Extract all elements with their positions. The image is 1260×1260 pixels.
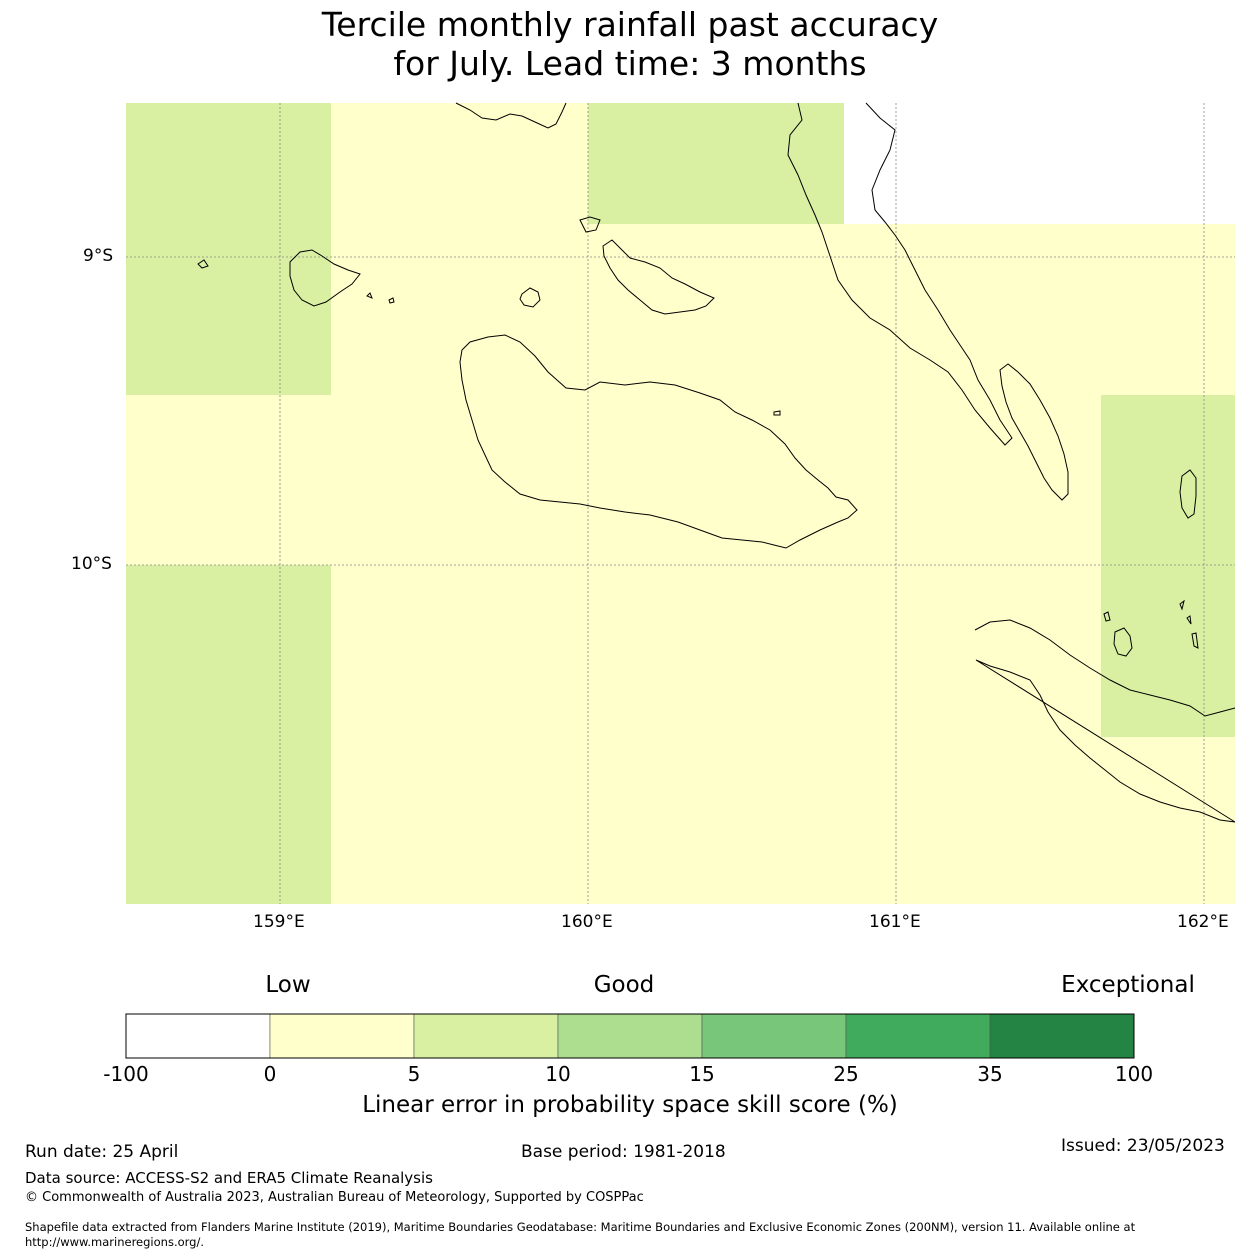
colorbar-tick: 25 bbox=[833, 1062, 859, 1086]
grid-cell-good bbox=[1101, 395, 1235, 737]
colorbar-segment bbox=[989, 1013, 1135, 1059]
colorbar-frame bbox=[125, 1013, 1135, 1059]
colorbar-segment bbox=[413, 1013, 559, 1059]
colorbar-category-exceptional: Exceptional bbox=[1061, 972, 1195, 998]
colorbar-tick: 100 bbox=[1114, 1062, 1154, 1086]
grid-cell-negative bbox=[844, 103, 1235, 224]
malaita-coastline bbox=[999, 363, 1069, 501]
small-island-west bbox=[197, 259, 209, 269]
colorbar-label: Linear error in probability space skill … bbox=[362, 1092, 898, 1118]
colorbar-tick: 35 bbox=[977, 1062, 1003, 1086]
run-date: Run date: 25 April bbox=[25, 1142, 179, 1162]
guadalcanal-coastline bbox=[459, 334, 858, 549]
makira-coastline bbox=[974, 619, 1236, 823]
new-georgia-coastline bbox=[455, 102, 567, 129]
title-line-1: Tercile monthly rainfall past accuracy bbox=[321, 5, 939, 44]
colorbar-segment bbox=[557, 1013, 703, 1059]
colorbar-tick: 15 bbox=[689, 1062, 715, 1086]
small-island-c bbox=[579, 216, 601, 233]
lon-label-159e: 159°E bbox=[253, 912, 305, 932]
grid-cell-good bbox=[126, 103, 331, 395]
small-island-e bbox=[1103, 611, 1111, 622]
skill-grid bbox=[126, 103, 1235, 904]
colorbar-segment bbox=[701, 1013, 847, 1059]
santa-isabel-coastline bbox=[787, 102, 1013, 446]
shapefile-credit-line-2: http://www.marineregions.org/. bbox=[25, 1235, 204, 1249]
colorbar-segment bbox=[845, 1013, 991, 1059]
base-period: Base period: 1981-2018 bbox=[521, 1142, 726, 1162]
small-island-h bbox=[1191, 632, 1199, 649]
sikaiana-island-coastline bbox=[1179, 469, 1197, 519]
grid-cell-good bbox=[126, 565, 331, 904]
lon-label-161e: 161°E bbox=[869, 912, 921, 932]
russell-islands-coastline bbox=[289, 249, 361, 307]
copyright: © Commonwealth of Australia 2023, Austra… bbox=[25, 1190, 644, 1205]
colorbar bbox=[125, 1013, 1135, 1059]
colorbar-category-good: Good bbox=[593, 972, 655, 998]
colorbar-tick: 0 bbox=[263, 1062, 277, 1086]
lon-label-162e: 162°E bbox=[1177, 912, 1229, 932]
savo-island-coastline bbox=[519, 287, 541, 308]
florida-islands-coastline bbox=[602, 239, 715, 315]
small-island-a bbox=[366, 292, 373, 299]
colorbar-segment bbox=[269, 1013, 415, 1059]
shapefile-credit-line-1: Shapefile data extracted from Flanders M… bbox=[25, 1220, 1136, 1234]
small-island-d bbox=[1113, 627, 1133, 657]
small-island-f bbox=[1179, 599, 1185, 611]
colorbar-tick: -100 bbox=[103, 1062, 149, 1086]
lat-label-10s: 10°S bbox=[71, 554, 112, 574]
lon-label-160e: 160°E bbox=[561, 912, 613, 932]
title-line-2: for July. Lead time: 3 months bbox=[393, 44, 867, 83]
data-source: Data source: ACCESS-S2 and ERA5 Climate … bbox=[25, 1169, 433, 1187]
lat-label-9s: 9°S bbox=[83, 246, 114, 266]
small-island-b bbox=[388, 297, 395, 304]
small-island-i bbox=[773, 410, 781, 416]
colorbar-segment bbox=[125, 1013, 271, 1059]
coastlines bbox=[197, 102, 1236, 823]
colorbar-tick: 5 bbox=[407, 1062, 421, 1086]
issued-date: Issued: 23/05/2023 bbox=[1061, 1136, 1225, 1156]
small-island-g bbox=[1186, 615, 1192, 625]
colorbar-category-low: Low bbox=[265, 972, 311, 998]
grid-cell-good bbox=[588, 103, 844, 224]
colorbar-tick: 10 bbox=[545, 1062, 571, 1086]
